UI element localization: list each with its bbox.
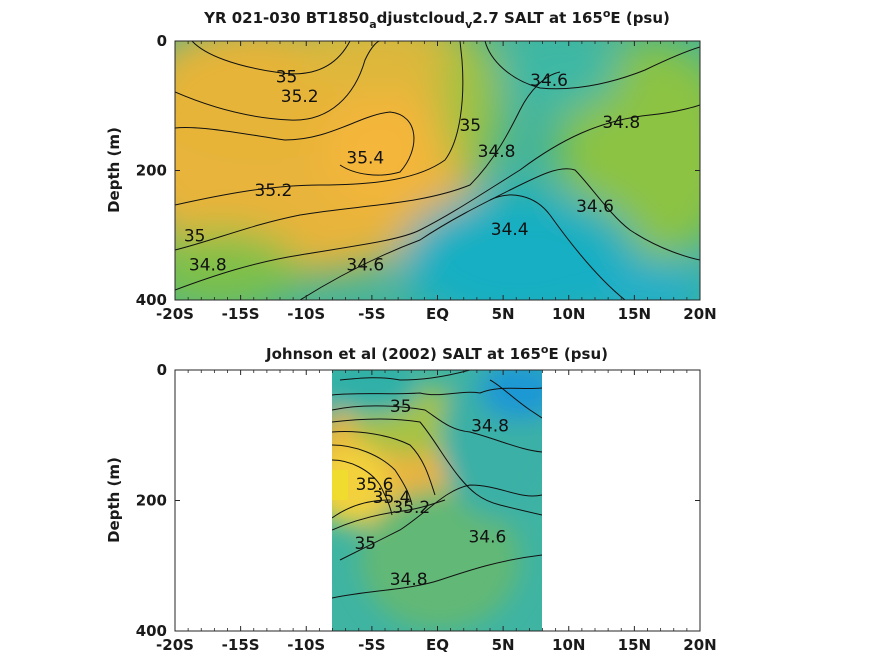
bottom-contour-label: 35.4 <box>373 488 411 508</box>
top-x-tick-label: 20N <box>683 305 716 323</box>
top-contour-label: 34.6 <box>530 71 568 91</box>
bottom-x-tick-label: EQ <box>426 636 449 654</box>
bottom-contour-label: 34.8 <box>390 570 428 590</box>
top-contour-label: 35.2 <box>255 181 293 201</box>
bottom-x-tick-label: 15N <box>618 636 651 654</box>
top-contour-lines <box>175 41 700 300</box>
bottom-salinity-field: 35 34.8 35.635.4 35 35.2 34.6 34.8 <box>332 370 542 631</box>
bottom-x-tick-label: -20S <box>156 636 194 654</box>
top-x-tick-label: -5S <box>358 305 385 323</box>
top-x-tick-label: -10S <box>287 305 325 323</box>
bottom-y-tick-label: 400 <box>136 622 167 640</box>
top-x-tick-label: -15S <box>222 305 260 323</box>
bottom-x-tick-label: 10N <box>552 636 585 654</box>
top-contour-label: 35 <box>459 116 481 136</box>
top-x-tick-label: 10N <box>552 305 585 323</box>
top-x-tick-label: -20S <box>156 305 194 323</box>
bottom-y-tick-label: 0 <box>157 361 167 379</box>
bottom-contour-label: 35.2 <box>392 498 430 518</box>
bottom-title: Johnson et al (2002) SALT at 165oE (psu) <box>265 343 608 363</box>
top-contour-label: 34.8 <box>478 142 516 162</box>
top-contour-label: 34.6 <box>576 197 614 217</box>
bottom-x-tick-label: 20N <box>683 636 716 654</box>
top-ticks: -20S -15S -10S -5S EQ 5N 10N 15N 20N 0 200 400 <box>136 32 717 323</box>
bottom-panel: Johnson et al (2002) SALT at 165oE (psu) <box>105 343 717 654</box>
top-contour-label: 34.4 <box>491 220 529 240</box>
bottom-x-tick-label: -10S <box>287 636 325 654</box>
top-title: YR 021-030 BT1850adjustcloudv2.7 SALT at… <box>203 7 670 31</box>
top-contour-label: 35.4 <box>346 149 384 169</box>
top-contour-label: 35 <box>184 226 206 246</box>
bottom-x-tick-label: -15S <box>222 636 260 654</box>
top-contour-label: 34.8 <box>189 255 227 275</box>
top-x-tick-label: EQ <box>426 305 449 323</box>
top-contour-label: 34.6 <box>346 255 384 275</box>
top-contour-label: 34.8 <box>602 113 640 133</box>
bottom-contour-label: 34.6 <box>468 527 506 547</box>
bottom-x-tick-label: 5N <box>492 636 515 654</box>
bottom-y-axis-label: Depth (m) <box>105 457 123 543</box>
top-panel: YR 021-030 BT1850adjustcloudv2.7 SALT at… <box>105 7 717 323</box>
top-x-tick-label: 5N <box>492 305 515 323</box>
top-contour-label: 35 <box>276 68 298 88</box>
bottom-x-tick-label: -5S <box>358 636 385 654</box>
bottom-contour-label: 35 <box>354 534 376 554</box>
top-y-tick-label: 400 <box>136 291 167 309</box>
bottom-contour-labels: 35 34.8 35.635.4 35 35.2 34.6 34.8 <box>354 397 508 590</box>
bottom-contour-label: 35.6 <box>356 475 394 495</box>
bottom-contour-label: 35 <box>390 397 412 417</box>
top-y-tick-label: 200 <box>136 162 167 180</box>
bottom-ticks: -20S -15S -10S -5S EQ 5N 10N 15N 20N 0 200 400 <box>136 361 717 654</box>
top-y-tick-label: 0 <box>157 32 167 50</box>
bottom-y-tick-label: 200 <box>136 492 167 510</box>
bottom-contour-lines <box>332 370 542 599</box>
top-y-axis-label: Depth (m) <box>105 127 123 213</box>
top-contour-label: 35.2 <box>281 87 319 107</box>
top-x-tick-label: 15N <box>618 305 651 323</box>
bottom-contour-label: 34.8 <box>471 416 509 436</box>
